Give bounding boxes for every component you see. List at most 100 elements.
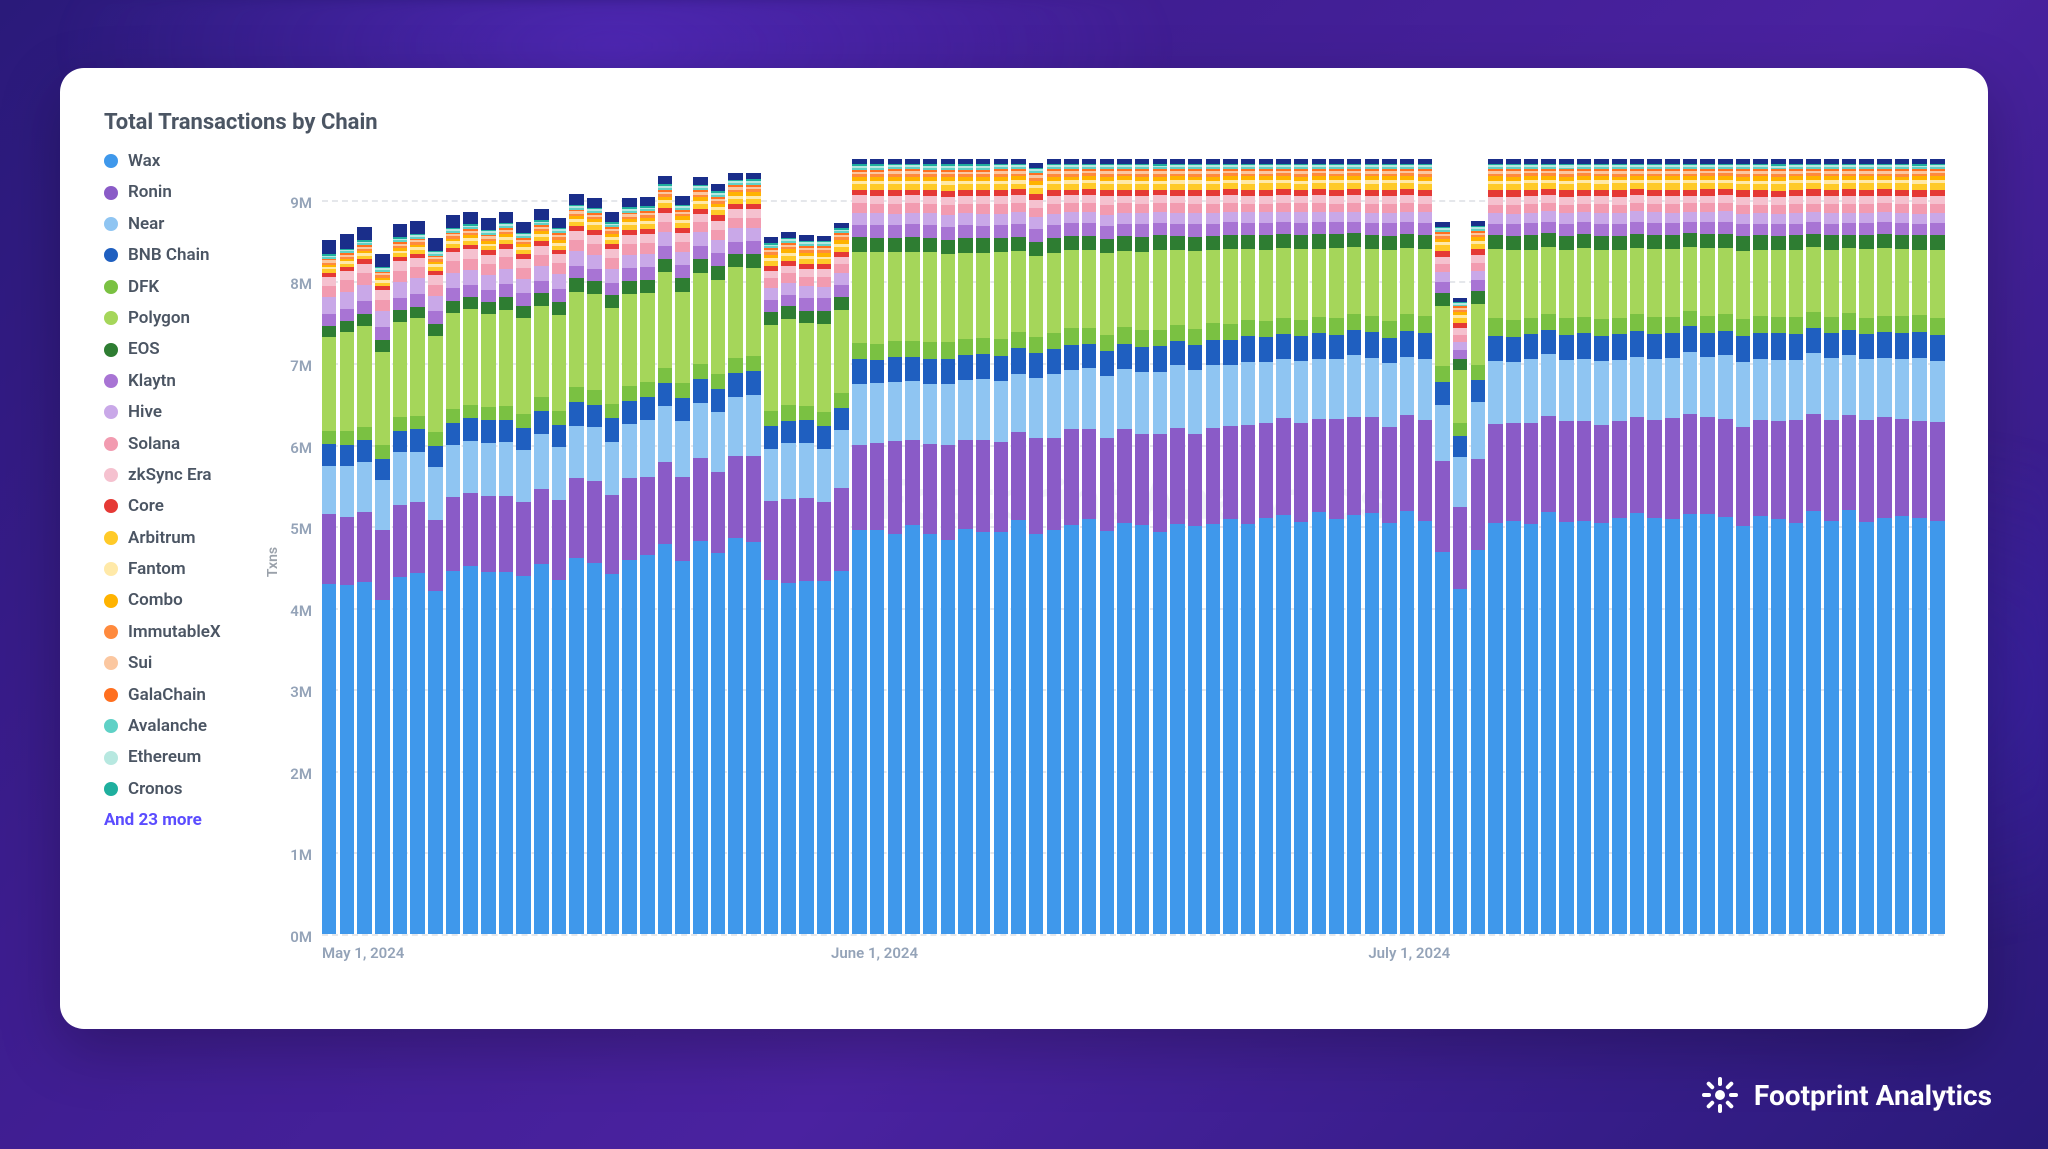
bar[interactable]: [516, 159, 530, 934]
bar[interactable]: [446, 159, 460, 934]
bar[interactable]: [499, 159, 513, 934]
bar[interactable]: [1312, 159, 1326, 934]
bar[interactable]: [1276, 159, 1290, 934]
bar[interactable]: [888, 159, 902, 934]
bar[interactable]: [976, 159, 990, 934]
bar[interactable]: [799, 159, 813, 934]
bar[interactable]: [640, 159, 654, 934]
bar[interactable]: [357, 159, 371, 934]
bar[interactable]: [764, 159, 778, 934]
bar[interactable]: [1135, 159, 1149, 934]
bar[interactable]: [1647, 159, 1661, 934]
legend-item-dfk[interactable]: DFK: [104, 277, 264, 297]
legend-item-zksync[interactable]: zkSync Era: [104, 465, 264, 485]
legend-item-bnb[interactable]: BNB Chain: [104, 245, 264, 265]
bar[interactable]: [994, 159, 1008, 934]
bar[interactable]: [852, 159, 866, 934]
bar[interactable]: [322, 159, 336, 934]
bar[interactable]: [340, 159, 354, 934]
legend-item-arbitrum[interactable]: Arbitrum: [104, 528, 264, 548]
bar[interactable]: [1259, 159, 1273, 934]
bar[interactable]: [605, 159, 619, 934]
legend-item-wax[interactable]: Wax: [104, 151, 264, 171]
bar[interactable]: [587, 159, 601, 934]
bar[interactable]: [1877, 159, 1891, 934]
bar[interactable]: [1895, 159, 1909, 934]
bar[interactable]: [781, 159, 795, 934]
bar[interactable]: [1700, 159, 1714, 934]
bar[interactable]: [1753, 159, 1767, 934]
bar[interactable]: [1665, 159, 1679, 934]
bar[interactable]: [1930, 159, 1944, 934]
bar[interactable]: [1400, 159, 1414, 934]
bar[interactable]: [1736, 159, 1750, 934]
bar[interactable]: [1435, 159, 1449, 934]
bar[interactable]: [1418, 159, 1432, 934]
bar[interactable]: [1100, 159, 1114, 934]
bar[interactable]: [1241, 159, 1255, 934]
bar[interactable]: [1365, 159, 1379, 934]
bar[interactable]: [569, 159, 583, 934]
bar[interactable]: [1294, 159, 1308, 934]
bar[interactable]: [1630, 159, 1644, 934]
bar[interactable]: [1329, 159, 1343, 934]
bar[interactable]: [711, 159, 725, 934]
legend-item-galachain[interactable]: GalaChain: [104, 685, 264, 705]
bar[interactable]: [393, 159, 407, 934]
bar[interactable]: [1789, 159, 1803, 934]
bar[interactable]: [1824, 159, 1838, 934]
bar[interactable]: [1170, 159, 1184, 934]
legend-item-near[interactable]: Near: [104, 214, 264, 234]
bar[interactable]: [1347, 159, 1361, 934]
bar[interactable]: [1718, 159, 1732, 934]
bar[interactable]: [463, 159, 477, 934]
bar[interactable]: [1188, 159, 1202, 934]
legend-item-fantom[interactable]: Fantom: [104, 559, 264, 579]
bar[interactable]: [1842, 159, 1856, 934]
bar[interactable]: [1153, 159, 1167, 934]
legend-more[interactable]: And 23 more: [104, 810, 264, 830]
bar[interactable]: [1683, 159, 1697, 934]
bar[interactable]: [552, 159, 566, 934]
bar[interactable]: [622, 159, 636, 934]
bar[interactable]: [817, 159, 831, 934]
bar[interactable]: [375, 159, 389, 934]
bar[interactable]: [1206, 159, 1220, 934]
bar[interactable]: [1506, 159, 1520, 934]
bar[interactable]: [728, 159, 742, 934]
legend-item-core[interactable]: Core: [104, 496, 264, 516]
bar[interactable]: [1594, 159, 1608, 934]
bar[interactable]: [1559, 159, 1573, 934]
bar[interactable]: [1029, 159, 1043, 934]
bar[interactable]: [428, 159, 442, 934]
bar[interactable]: [1223, 159, 1237, 934]
bar[interactable]: [1453, 159, 1467, 934]
bar[interactable]: [1612, 159, 1626, 934]
legend-item-ronin[interactable]: Ronin: [104, 182, 264, 202]
bar[interactable]: [1524, 159, 1538, 934]
legend-item-solana[interactable]: Solana: [104, 434, 264, 454]
bar[interactable]: [675, 159, 689, 934]
legend-item-hive[interactable]: Hive: [104, 402, 264, 422]
bar[interactable]: [905, 159, 919, 934]
bar[interactable]: [481, 159, 495, 934]
bar[interactable]: [923, 159, 937, 934]
bar[interactable]: [1771, 159, 1785, 934]
bar[interactable]: [1011, 159, 1025, 934]
bar[interactable]: [941, 159, 955, 934]
bar[interactable]: [1064, 159, 1078, 934]
legend-item-cronos[interactable]: Cronos: [104, 779, 264, 799]
bar[interactable]: [1471, 159, 1485, 934]
bar[interactable]: [658, 159, 672, 934]
bar[interactable]: [693, 159, 707, 934]
bar[interactable]: [1577, 159, 1591, 934]
bar[interactable]: [1047, 159, 1061, 934]
legend-item-immutablex[interactable]: ImmutableX: [104, 622, 264, 642]
bar[interactable]: [1859, 159, 1873, 934]
bar[interactable]: [1082, 159, 1096, 934]
bar[interactable]: [746, 159, 760, 934]
legend-item-eos[interactable]: EOS: [104, 339, 264, 359]
legend-item-ethereum[interactable]: Ethereum: [104, 747, 264, 767]
bar[interactable]: [1541, 159, 1555, 934]
bar[interactable]: [1382, 159, 1396, 934]
